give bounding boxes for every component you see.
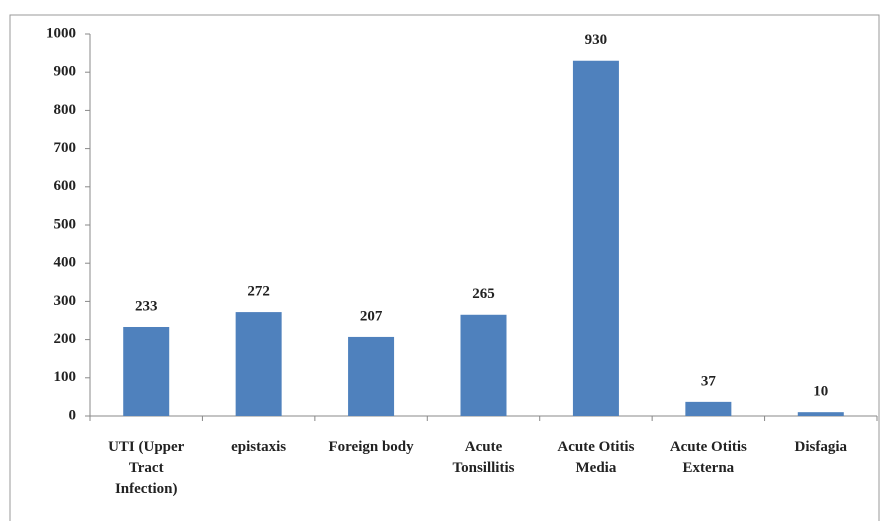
- bar: [348, 336, 395, 416]
- y-tick-label: 900: [54, 64, 77, 80]
- x-tick-label: Foreign body: [328, 439, 414, 455]
- y-tick-label: 400: [54, 255, 77, 271]
- y-tick-label: 700: [54, 140, 77, 156]
- data-label: 207: [360, 308, 383, 324]
- data-label: 37: [701, 373, 717, 389]
- x-tick-label: epistaxis: [231, 439, 286, 455]
- y-tick-label: 0: [69, 407, 77, 423]
- x-tick-label: Acute Otitis Externa: [670, 439, 747, 476]
- y-tick-label: 100: [54, 369, 77, 385]
- x-tick-label: Acute Otitis Media: [557, 439, 634, 476]
- chart-frame: [9, 14, 880, 521]
- data-label: 265: [472, 286, 495, 302]
- bar: [460, 314, 507, 416]
- bar: [235, 312, 282, 416]
- data-label: 272: [247, 284, 270, 300]
- data-label: 233: [135, 298, 158, 314]
- y-tick-label: 300: [54, 293, 77, 309]
- y-tick-label: 1000: [46, 25, 76, 41]
- y-tick-label: 500: [54, 216, 77, 232]
- bar: [685, 401, 732, 416]
- data-label: 10: [813, 384, 828, 400]
- y-tick-label: 800: [54, 102, 77, 118]
- bar: [797, 412, 844, 416]
- bar: [123, 326, 170, 416]
- x-tick-label: UTI (Upper Tract Infection): [108, 439, 185, 497]
- data-label: 930: [585, 32, 608, 48]
- y-tick-label: 200: [54, 331, 77, 347]
- bar: [572, 60, 619, 417]
- x-tick-label: Disfagia: [795, 439, 848, 455]
- x-tick-label: Acute Tonsillitis: [453, 439, 515, 476]
- y-tick-label: 600: [54, 178, 77, 194]
